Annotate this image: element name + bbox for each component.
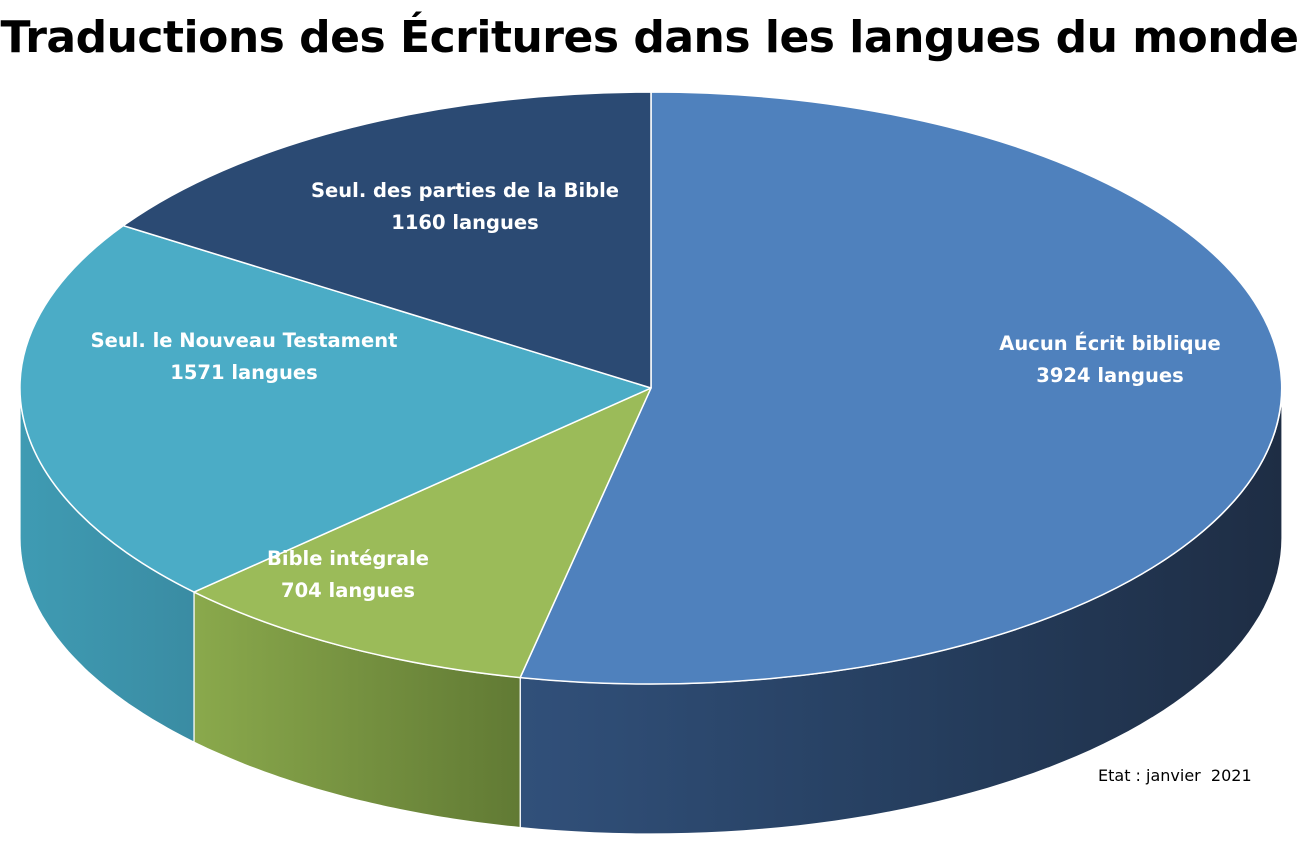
pie-slice-2 [19,224,652,593]
slice-value-0: 3924 langues [1036,364,1183,387]
slice-value-2: 1571 langues [170,361,317,384]
pie-slice-3 [122,91,652,389]
date-note: Etat : janvier 2021 [1098,766,1252,785]
pie-tops [19,91,1283,685]
slice-label-0: Aucun Écrit biblique [999,332,1220,355]
slice-value-3: 1160 langues [391,211,538,234]
pie-slice-0 [519,91,1283,685]
pie-slice-1 [193,387,652,679]
pie-labels: Aucun Écrit biblique 3924 langues Bible in… [91,179,1221,602]
pie-sides [19,387,1283,835]
slice-label-2: Seul. le Nouveau Testament [91,329,398,352]
slice-label-3: Seul. des parties de la Bible [311,179,619,202]
slice-value-1: 704 langues [281,579,415,602]
slice-label-1: Bible intégrale [267,547,429,570]
chart-title: Traductions des Écritures dans les langu… [0,12,1299,63]
